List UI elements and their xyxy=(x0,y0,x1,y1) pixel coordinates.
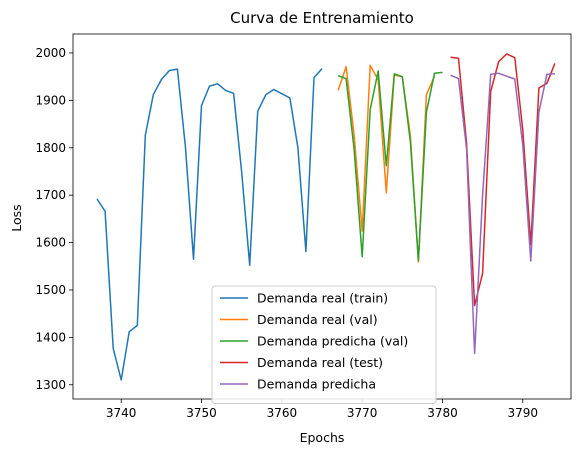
series-line-5 xyxy=(450,72,555,355)
legend-label: Demanda real (test) xyxy=(257,355,383,370)
y-tick-label: 2000 xyxy=(35,46,66,60)
y-tick-label: 1300 xyxy=(35,378,66,392)
legend-label: Demanda real (val) xyxy=(257,312,378,327)
y-tick-label: 1400 xyxy=(35,330,66,344)
legend-label: Demanda real (train) xyxy=(257,291,388,306)
legend-box xyxy=(211,285,437,404)
x-tick-label: 3770 xyxy=(347,406,378,420)
axes: 3740 3750 3760 3770 3780 3790 1300 1400 1500 1600… xyxy=(35,33,572,420)
series-line-1 xyxy=(96,68,323,381)
x-tick-label: 3750 xyxy=(186,406,217,420)
legend-label: Demanda predicha (val) xyxy=(257,334,408,349)
y-tick-label: 1900 xyxy=(35,93,66,107)
y-tick-label: 1800 xyxy=(35,141,66,155)
y-axis-title: Loss xyxy=(9,204,24,231)
y-tick-label: 1600 xyxy=(35,236,66,250)
legend: Demanda real (train) Demanda real (val) De… xyxy=(211,285,437,404)
y-tick-label: 1500 xyxy=(35,283,66,297)
y-tick-label: 1700 xyxy=(35,188,66,202)
chart-title: Curva de Entrenamiento xyxy=(230,9,414,27)
x-tick-label: 3790 xyxy=(508,406,539,420)
x-tick-label: 3740 xyxy=(106,406,137,420)
x-axis-title: Epochs xyxy=(300,430,345,445)
x-tick-label: 3780 xyxy=(427,406,458,420)
series-line-3 xyxy=(337,70,443,262)
series-line-2 xyxy=(337,64,436,263)
legend-label: Demanda predicha xyxy=(257,377,376,392)
plot-area xyxy=(96,53,556,381)
x-tick-label: 3760 xyxy=(267,406,298,420)
